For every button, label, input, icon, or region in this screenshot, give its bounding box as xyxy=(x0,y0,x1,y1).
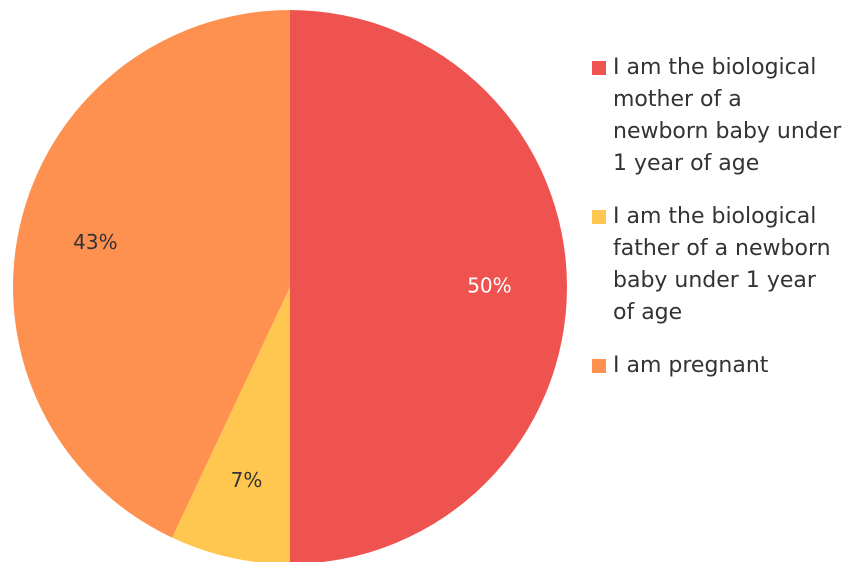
legend-label: I am pregnant xyxy=(613,353,769,378)
legend-label: I am the biological mother of a newborn … xyxy=(613,55,842,176)
chart: 50% 7% 43% xyxy=(12,10,567,562)
legend: I am the biological mother of a newborn … xyxy=(592,52,842,403)
pie-slice xyxy=(290,10,567,562)
legend-swatch xyxy=(592,210,606,224)
legend-swatch xyxy=(592,61,606,75)
value-label: 7% xyxy=(231,468,263,492)
legend-swatch xyxy=(592,359,606,373)
pie-slice xyxy=(172,287,290,562)
pie-slice xyxy=(12,10,290,538)
legend-entry: I am the biological father of a newborn … xyxy=(592,201,842,329)
legend-label: I am the biological father of a newborn … xyxy=(613,204,831,325)
legend-entry: I am the biological mother of a newborn … xyxy=(592,52,842,180)
legend-entry: I am pregnant xyxy=(592,350,842,382)
value-label: 43% xyxy=(73,230,117,254)
value-label: 50% xyxy=(467,274,511,298)
